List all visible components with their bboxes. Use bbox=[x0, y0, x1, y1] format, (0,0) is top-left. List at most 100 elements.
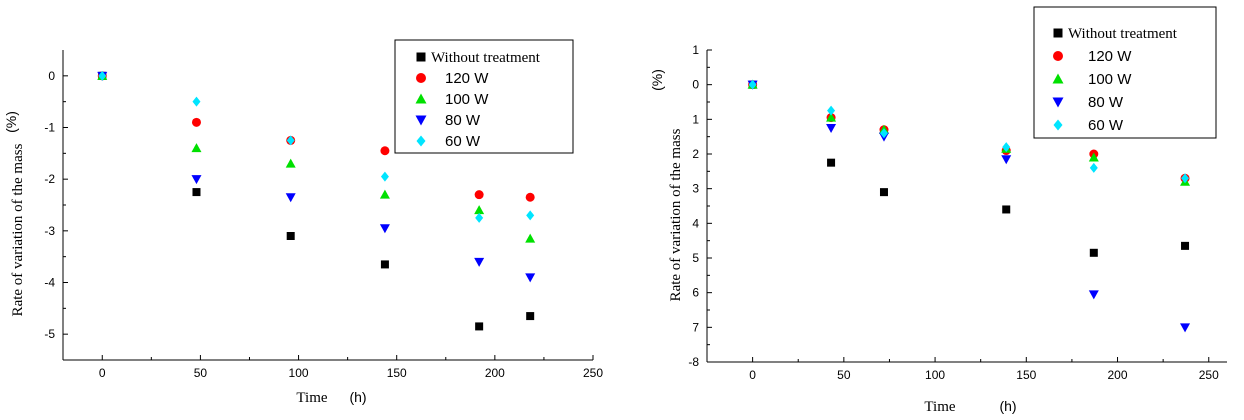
x-tick-label: 250 bbox=[583, 366, 603, 380]
legend-marker bbox=[1053, 119, 1063, 131]
data-point bbox=[879, 188, 888, 197]
legend-marker bbox=[1052, 73, 1064, 84]
series-60-w bbox=[748, 79, 1190, 184]
data-point bbox=[1089, 248, 1098, 257]
legend-marker bbox=[416, 73, 426, 83]
x-tick-label: 100 bbox=[289, 366, 309, 380]
y-tick-label: -8 bbox=[688, 355, 699, 369]
legend-label: Without treatment bbox=[1068, 26, 1178, 42]
y-tick-label: 0 bbox=[48, 69, 55, 83]
y-tick-label: 3 bbox=[692, 182, 699, 196]
y-tick-label: 6 bbox=[692, 286, 699, 300]
data-point bbox=[879, 128, 888, 139]
legend: Without treatment 120 W 100 W 80 W 60 W bbox=[394, 39, 574, 154]
legend-marker bbox=[1053, 28, 1063, 38]
data-point bbox=[1002, 205, 1011, 214]
data-point bbox=[380, 260, 389, 269]
data-point bbox=[98, 70, 107, 81]
legend: Without treatment 120 W 100 W 80 W 60 W bbox=[1033, 6, 1217, 139]
y-tick-label: -5 bbox=[44, 327, 55, 341]
data-point bbox=[192, 188, 201, 197]
y-axis-unit: (%) bbox=[649, 69, 665, 91]
y-tick-label: 0 bbox=[692, 78, 699, 92]
data-point bbox=[475, 322, 484, 331]
legend-marker bbox=[415, 93, 427, 104]
data-point bbox=[379, 224, 390, 234]
data-point bbox=[826, 112, 837, 122]
y-tick-label: -4 bbox=[44, 276, 55, 290]
legend-marker bbox=[1052, 97, 1064, 108]
data-point bbox=[191, 175, 202, 185]
data-point bbox=[286, 232, 295, 240]
chart-2: 0 50 100 150 200 250 1 0 1 2 3 4 5 6 7 -8 Time (h) Rate of… bbox=[649, 6, 1227, 415]
data-point bbox=[827, 105, 836, 116]
chart-1: 0 50 100 150 200 250 0 -1 -2 -3 -4 -5 Time (h) Rate of… bbox=[3, 39, 603, 406]
y-axis-unit: (%) bbox=[3, 111, 19, 133]
data-point bbox=[526, 312, 535, 321]
y-tick-label: 7 bbox=[692, 320, 699, 334]
legend-box bbox=[1033, 6, 1217, 139]
data-point bbox=[525, 273, 536, 283]
data-point bbox=[1181, 241, 1190, 250]
data-point bbox=[827, 158, 836, 167]
legend-marker bbox=[416, 52, 426, 62]
data-point bbox=[379, 189, 390, 199]
legend-label: Without treatment bbox=[431, 50, 541, 66]
x-tick-label: 0 bbox=[749, 368, 756, 382]
data-point bbox=[1088, 290, 1099, 300]
x-axis-label: Time bbox=[924, 399, 955, 415]
x-tick-label: 150 bbox=[387, 366, 407, 380]
data-point bbox=[474, 205, 485, 215]
legend-label: 60 W bbox=[1088, 117, 1124, 134]
data-point bbox=[380, 146, 390, 156]
data-point bbox=[1180, 323, 1191, 333]
data-point bbox=[475, 212, 484, 223]
legend-label: 80 W bbox=[445, 112, 481, 129]
data-point bbox=[1002, 142, 1011, 153]
data-point bbox=[826, 124, 837, 133]
data-point bbox=[286, 135, 295, 146]
legend-marker bbox=[1053, 51, 1063, 61]
data-point bbox=[1089, 162, 1098, 173]
x-tick-label: 0 bbox=[99, 366, 106, 380]
x-tick-label: 100 bbox=[925, 368, 945, 382]
data-point bbox=[748, 79, 757, 90]
legend-label: 100 W bbox=[445, 91, 489, 108]
y-tick-label: -1 bbox=[44, 121, 55, 135]
data-point bbox=[191, 117, 201, 127]
legend-label: 100 W bbox=[1088, 71, 1132, 88]
legend-label: 120 W bbox=[445, 70, 489, 87]
data-point bbox=[1181, 173, 1190, 184]
data-point bbox=[474, 190, 484, 200]
data-point bbox=[526, 210, 535, 221]
x-tick-label: 50 bbox=[837, 368, 851, 382]
x-tick-label: 150 bbox=[1016, 368, 1036, 382]
x-tick-label: 200 bbox=[485, 366, 505, 380]
y-tick-label: -3 bbox=[44, 224, 55, 238]
y-tick-label: 1 bbox=[692, 112, 699, 126]
data-point bbox=[191, 143, 202, 153]
data-point bbox=[525, 192, 535, 202]
data-point bbox=[192, 96, 201, 107]
x-axis-unit: (h) bbox=[999, 398, 1016, 414]
data-point bbox=[474, 257, 485, 267]
data-point bbox=[285, 158, 296, 168]
legend-label: 60 W bbox=[445, 133, 481, 150]
legend-label: 80 W bbox=[1088, 94, 1124, 111]
legend-label: 120 W bbox=[1088, 48, 1132, 65]
x-tick-label: 50 bbox=[194, 366, 208, 380]
data-point bbox=[1001, 155, 1012, 165]
data-point bbox=[285, 193, 296, 203]
y-tick-label: 5 bbox=[692, 251, 699, 265]
x-axis-unit: (h) bbox=[349, 389, 366, 405]
data-point bbox=[525, 233, 536, 243]
x-axis-label: Time bbox=[296, 390, 327, 406]
x-tick-label: 250 bbox=[1199, 368, 1219, 382]
data-point bbox=[380, 171, 389, 182]
y-axis-label: Rate of variation of the mass bbox=[10, 143, 26, 316]
x-tick-label: 200 bbox=[1108, 368, 1128, 382]
y-tick-label: -2 bbox=[44, 172, 55, 186]
y-tick-label: 1 bbox=[692, 43, 699, 57]
y-tick-label: 4 bbox=[692, 216, 699, 230]
